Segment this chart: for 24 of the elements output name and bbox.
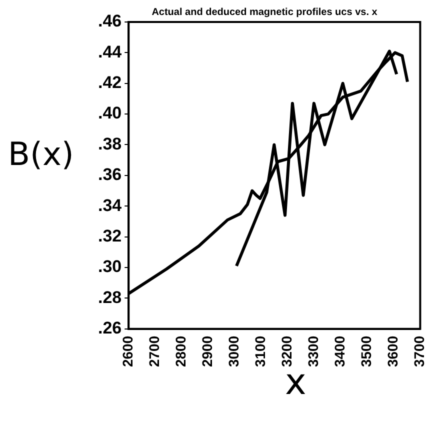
x-tick-label: 3700 [411,336,428,368]
x-tick-label: 3600 [384,336,401,368]
y-tick-label: .26 [98,318,122,338]
y-tick-label: .42 [98,73,122,92]
y-tick-label: .36 [98,165,122,184]
x-tick-label: 3300 [305,336,322,368]
y-tick-label: .28 [98,288,122,307]
x-tick-label: 3500 [358,336,374,368]
x-tick-label: 3100 [252,336,268,368]
chart-title: Actual and deduced magnetic profiles ucs vs. x [152,6,378,18]
x-tick-label: 3000 [226,336,242,368]
y-tick-label: .32 [98,226,122,246]
y-tick-label: .44 [98,42,122,62]
y-tick-label: .34 [98,196,122,215]
y-tick-label: .30 [98,257,122,276]
y-tick-label: .38 [98,134,122,154]
x-tick-label: 2600 [119,336,136,368]
x-tick-label: 3400 [332,336,348,368]
y-tick-label: .40 [98,104,122,123]
x-tick-label: 2700 [146,336,162,368]
x-tick-label: 2800 [172,336,189,368]
x-tick-label: 2900 [199,336,216,368]
y-tick-label: .46 [98,12,122,31]
y-axis-title: B(x) [8,135,74,173]
